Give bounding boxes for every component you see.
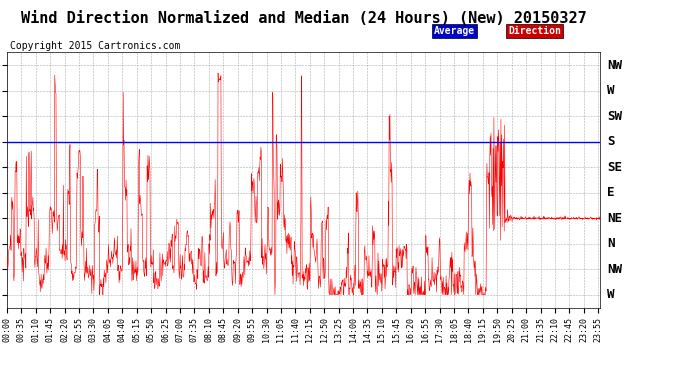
Text: N: N — [607, 237, 615, 250]
Text: NW: NW — [607, 59, 622, 72]
Text: Average: Average — [434, 26, 475, 36]
Text: SE: SE — [607, 161, 622, 174]
Text: Direction: Direction — [509, 26, 561, 36]
Text: SW: SW — [607, 110, 622, 123]
Text: W: W — [607, 84, 615, 97]
Text: W: W — [607, 288, 615, 301]
Text: NE: NE — [607, 212, 622, 225]
Text: S: S — [607, 135, 615, 148]
Text: NW: NW — [607, 263, 622, 276]
Text: E: E — [607, 186, 615, 199]
Text: Copyright 2015 Cartronics.com: Copyright 2015 Cartronics.com — [10, 41, 181, 51]
Text: Wind Direction Normalized and Median (24 Hours) (New) 20150327: Wind Direction Normalized and Median (24… — [21, 11, 586, 26]
